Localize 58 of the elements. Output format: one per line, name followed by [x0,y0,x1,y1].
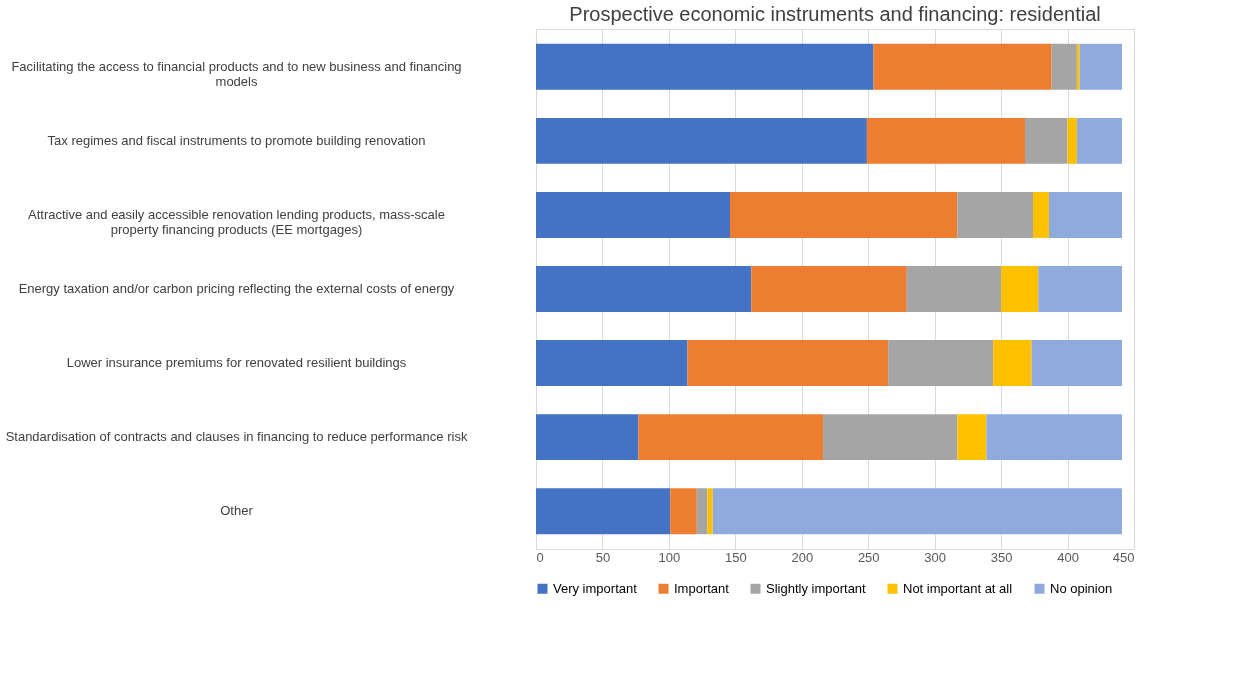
x-tick-label: 300 [924,549,947,565]
x-tick-label: 200 [791,549,814,565]
bar [1076,117,1123,164]
bar [1033,191,1049,238]
bar [1025,117,1068,164]
legend-label: Not important at all [903,580,1013,596]
y-tick-label: Attractive and easily accessible renovation lending products, mass-scale property financing products (EE mortgages) [28,206,445,237]
bar [707,488,713,535]
bar [823,414,958,461]
chart-title: Prospective economic instruments and financing: residential [569,3,1101,25]
bar [906,266,1002,312]
bar [1048,191,1123,238]
legend-label: No opinion [1050,580,1113,596]
x-tick-label: 250 [857,549,880,565]
bar [1067,117,1077,164]
bar [638,414,824,461]
legend-label: Very important [553,580,638,596]
bar [993,340,1032,387]
bar [1038,266,1123,312]
bar [696,488,708,535]
x-tick-label: 350 [990,549,1013,565]
y-tick-label: Tax regimes and fiscal instruments to promote building renovation [47,132,426,148]
bar [536,117,867,164]
y-tick-label: Standardisation of contracts and clauses in financing to reduce performance risk [5,429,468,445]
legend-label: Important [674,580,730,596]
bar [1031,340,1123,387]
x-tick-label: 400 [1057,549,1079,565]
y-tick-label: Energy taxation and/or carbon pricing reflecting the external costs of energy [18,281,455,296]
bar [873,43,1052,90]
y-tick-label: Other [220,503,254,519]
x-tick-label: 0 [536,549,544,565]
y-tick-label: Facilitating the access to financial products and to new business and financing models [11,58,462,89]
bar [751,266,907,312]
legend-label: Slightly important [766,580,867,596]
bar [670,488,697,535]
x-tick-label: 450 [1112,549,1135,565]
bar [866,117,1026,164]
bar [536,414,639,461]
bar [1076,43,1080,90]
bar [536,340,688,387]
bar [1079,43,1123,90]
x-tick-label: 150 [724,549,747,565]
bar [712,488,1123,535]
bar [536,488,671,535]
bar [888,340,994,387]
bar [730,191,958,238]
bar [1051,43,1077,90]
bar [536,43,874,90]
x-tick-label: 50 [595,549,611,565]
bar [957,191,1033,238]
bar [536,191,731,238]
y-tick-label: Lower insurance premiums for renovated resilient buildings [66,355,407,371]
bar [687,340,889,387]
bar [536,266,752,312]
bar [957,414,987,461]
bar [1001,266,1039,312]
x-tick-label: 100 [658,549,681,565]
bar [986,414,1123,461]
